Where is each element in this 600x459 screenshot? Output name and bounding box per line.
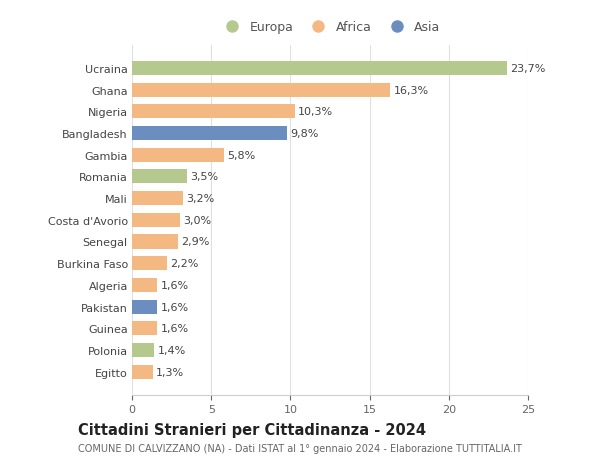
Text: 2,9%: 2,9% <box>181 237 209 247</box>
Bar <box>132 300 157 314</box>
Text: 5,8%: 5,8% <box>227 151 255 160</box>
Bar <box>132 213 179 227</box>
Text: 1,6%: 1,6% <box>161 302 188 312</box>
Text: 3,5%: 3,5% <box>191 172 219 182</box>
Bar <box>132 257 167 271</box>
Text: 9,8%: 9,8% <box>290 129 319 139</box>
Bar <box>132 148 224 162</box>
Text: 1,4%: 1,4% <box>157 345 185 355</box>
Bar <box>132 278 157 292</box>
Text: 23,7%: 23,7% <box>511 64 546 74</box>
Text: COMUNE DI CALVIZZANO (NA) - Dati ISTAT al 1° gennaio 2024 - Elaborazione TUTTITA: COMUNE DI CALVIZZANO (NA) - Dati ISTAT a… <box>78 443 522 453</box>
Bar <box>132 105 295 119</box>
Text: 3,0%: 3,0% <box>182 215 211 225</box>
Text: 2,2%: 2,2% <box>170 258 199 269</box>
Bar <box>132 62 508 76</box>
Text: 10,3%: 10,3% <box>298 107 334 117</box>
Text: 3,2%: 3,2% <box>186 194 214 204</box>
Text: Cittadini Stranieri per Cittadinanza - 2024: Cittadini Stranieri per Cittadinanza - 2… <box>78 422 426 437</box>
Legend: Europa, Africa, Asia: Europa, Africa, Asia <box>216 17 444 38</box>
Bar <box>132 192 182 206</box>
Text: 1,6%: 1,6% <box>161 324 188 334</box>
Text: 16,3%: 16,3% <box>394 85 428 95</box>
Bar <box>132 343 154 357</box>
Bar <box>132 127 287 141</box>
Text: 1,3%: 1,3% <box>156 367 184 377</box>
Text: 1,6%: 1,6% <box>161 280 188 290</box>
Bar <box>132 170 187 184</box>
Bar <box>132 321 157 336</box>
Bar <box>132 235 178 249</box>
Bar <box>132 84 390 97</box>
Bar <box>132 365 152 379</box>
